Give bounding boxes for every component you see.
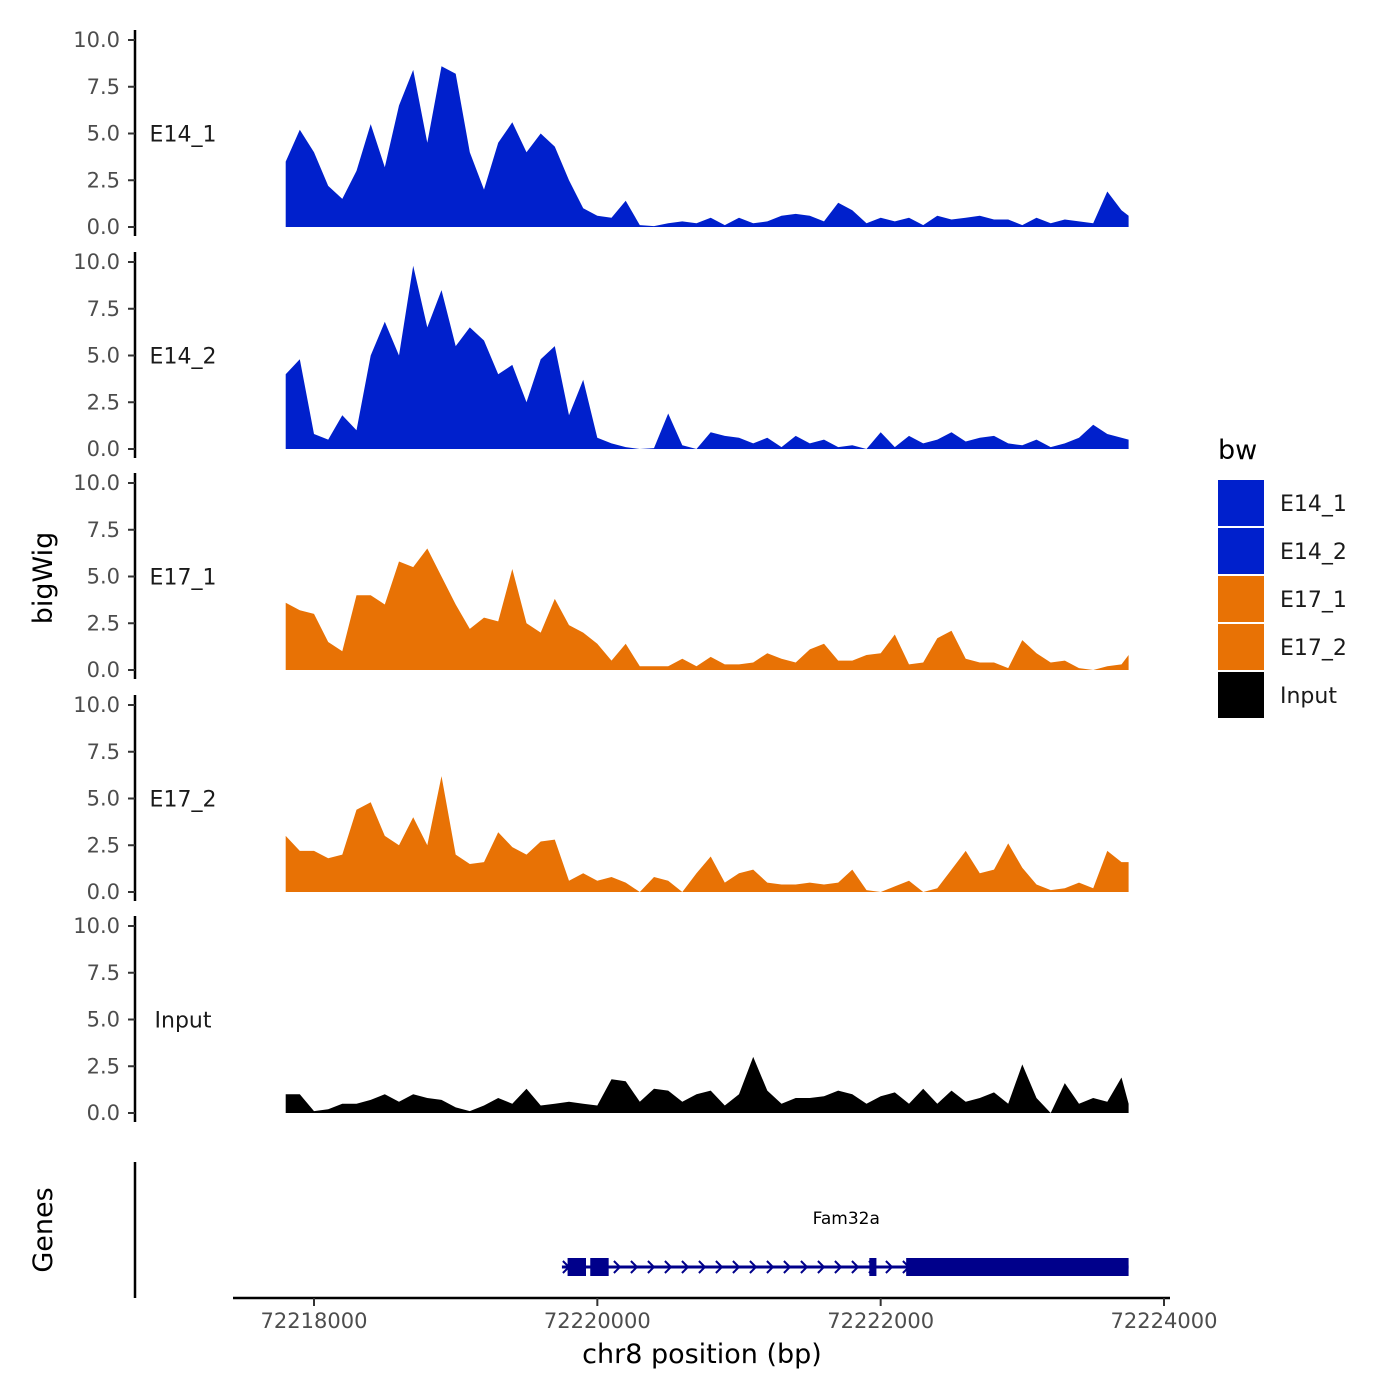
coverage-area-e17-2 [285,776,1129,892]
y-tick-label: 10.0 [73,693,120,717]
y-tick-label: 7.5 [87,297,120,321]
coverage-area-e14-2 [285,265,1129,449]
x-tick-label: 72220000 [544,1309,651,1333]
strand-arrow-icon [613,1260,622,1274]
y-tick-label: 7.5 [87,961,120,985]
track-e17-2: 10.0 7.5 5.0 2.5 0.0 E17_2 [73,693,1129,904]
gene-panel: Fam32a [133,1162,1129,1298]
coverage-area-e17-1 [285,548,1129,670]
legend-swatch [1218,576,1264,622]
y-tick-label: 5.0 [87,122,120,146]
track-e14-2: 10.0 7.5 5.0 2.5 0.0 E14_2 [73,250,1129,461]
gene-exon [590,1258,609,1276]
x-tick-label: 72218000 [261,1309,368,1333]
strand-arrow-icon [630,1260,639,1274]
y-tick-label: 5.0 [87,344,120,368]
strand-arrow-icon [715,1260,724,1274]
y-tick-label: 0.0 [87,658,120,682]
gene-exon [906,1258,1129,1276]
legend-item-e17-2: E17_2 [1218,624,1347,670]
y-tick-label: 0.0 [87,215,120,239]
y-tick-label: 0.0 [87,1101,120,1125]
y-tick-label: 10.0 [73,250,120,274]
y-tick-label: 2.5 [87,1054,120,1078]
legend-swatch [1218,528,1264,574]
y-tick-label: 10.0 [73,914,120,938]
strand-arrow-icon [800,1260,809,1274]
legend-item-e17-1: E17_1 [1218,576,1347,622]
strand-arrow-icon [817,1260,826,1274]
gene-exon [869,1258,877,1276]
y-tick-label: 10.0 [73,471,120,495]
strand-arrow-icon [732,1260,741,1274]
y-tick-label: 7.5 [87,75,120,99]
y-tick-label: 0.0 [87,880,120,904]
y-tick-label: 0.0 [87,437,120,461]
gene-model [561,1258,1129,1276]
y-tick-label: 10.0 [73,28,120,52]
legend-label: E14_1 [1280,492,1347,517]
x-axis-title: chr8 position (bp) [582,1339,822,1370]
legend-label: E14_2 [1280,540,1347,565]
legend-swatch [1218,672,1264,718]
strand-arrow-icon [698,1260,707,1274]
strand-arrow-icon [664,1260,673,1274]
strand-arrow-icon [851,1260,860,1274]
genes-panel-title: Genes [28,1187,59,1272]
strand-arrow-icon [834,1260,843,1274]
strand-arrow-icon [647,1260,656,1274]
track-input: 10.0 7.5 5.0 2.5 0.0 Input [73,914,1129,1125]
legend: bw E14_1 E14_2 E17_1 E17_2 Input [1218,435,1347,718]
legend-title: bw [1218,435,1257,466]
gene-exon [567,1258,586,1276]
y-tick-label: 5.0 [87,1008,120,1032]
legend-item-input: Input [1218,672,1337,718]
y-tick-label: 7.5 [87,518,120,542]
track-label-e17-2: E17_2 [150,788,217,813]
x-axis: 72218000 72220000 72222000 72224000 [233,1296,1218,1333]
x-tick-label: 72224000 [1111,1309,1218,1333]
y-tick-label: 5.0 [87,565,120,589]
y-tick-label: 5.0 [87,787,120,811]
y-tick-label: 2.5 [87,833,120,857]
track-label-e17-1: E17_1 [150,566,217,591]
legend-label: Input [1280,684,1337,709]
track-label-e14-1: E14_1 [150,123,217,148]
coverage-area-input [285,1056,1129,1113]
legend-item-e14-2: E14_2 [1218,528,1347,574]
y-tick-label: 2.5 [87,390,120,414]
legend-swatch [1218,624,1264,670]
strand-arrow-icon [783,1260,792,1274]
strand-arrow-icon [766,1260,775,1274]
track-label-input: Input [155,1009,212,1034]
strand-arrow-icon [749,1260,758,1274]
y-axis-title: bigWig [28,532,59,625]
coverage-area-e14-1 [285,66,1129,227]
track-e14-1: 10.0 7.5 5.0 2.5 0.0 E14_1 [73,28,1129,239]
track-e17-1: 10.0 7.5 5.0 2.5 0.0 E17_1 [73,471,1129,682]
coverage-tracks: 10.0 7.5 5.0 2.5 0.0 E14_1 10.0 7.5 5.0 2.5 0.0 E14… [73,28,1129,1125]
y-tick-label: 7.5 [87,740,120,764]
legend-item-e14-1: E14_1 [1218,480,1347,526]
strand-arrow-icon [885,1260,894,1274]
legend-label: E17_1 [1280,588,1347,613]
y-tick-label: 2.5 [87,168,120,192]
track-label-e14-2: E14_2 [150,345,217,370]
gene-name-label: Fam32a [813,1209,880,1229]
y-tick-label: 2.5 [87,611,120,635]
strand-arrow-icon [681,1260,690,1274]
x-tick-label: 72222000 [827,1309,934,1333]
legend-swatch [1218,480,1264,526]
legend-label: E17_2 [1280,636,1347,661]
